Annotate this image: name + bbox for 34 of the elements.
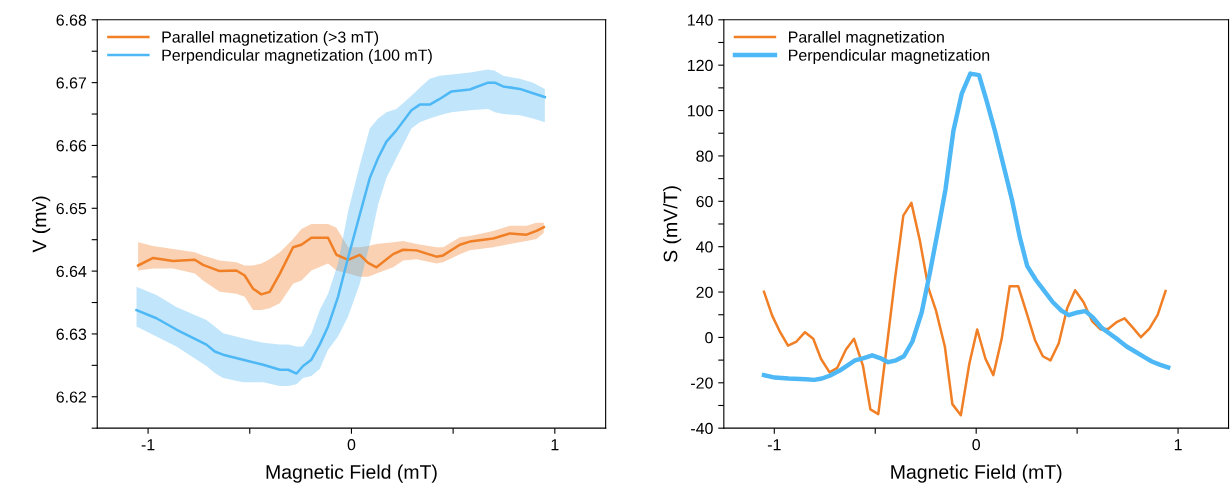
y-tick-label: 80 <box>696 150 713 162</box>
line-series <box>762 201 1167 417</box>
y-tick-label: 6.63 <box>56 328 87 340</box>
y-tick-label: 0 <box>705 332 713 344</box>
y-tick-label: 140 <box>687 14 713 26</box>
line-series <box>136 225 546 296</box>
y-tick-label: 6.68 <box>56 14 87 26</box>
x-tick-label: 0 <box>972 439 980 451</box>
line-series <box>761 71 1171 383</box>
legend-label: Parallel magnetization <box>789 30 944 46</box>
y-axis-title: V (mv) <box>32 196 51 253</box>
legend-label: Parallel magnetization (>3 mT) <box>162 30 379 46</box>
y-tick-label: -20 <box>691 377 713 389</box>
x-axis-title: Magnetic Field (mT) <box>891 464 1062 483</box>
y-tick-label: 6.62 <box>56 391 87 403</box>
y-axis-title: S (mV/T) <box>663 186 682 262</box>
x-tick-label: 1 <box>551 439 559 451</box>
y-tick-label: 100 <box>687 105 713 117</box>
y-tick-label: 120 <box>687 59 713 72</box>
x-tick-label: 1 <box>1174 439 1182 451</box>
x-tick-label: -1 <box>767 439 781 451</box>
x-tick-label: 0 <box>347 439 356 451</box>
legend-label: Perpendicular magnetization (100 mT) <box>162 49 432 64</box>
y-tick-label: 20 <box>696 286 713 298</box>
x-tick-label: -1 <box>141 439 155 451</box>
y-tick-label: 40 <box>696 241 713 253</box>
y-tick-label: 6.67 <box>56 77 87 89</box>
y-tick-label: 60 <box>696 195 713 208</box>
y-tick-label: 6.65 <box>56 202 87 215</box>
y-tick-label: 6.66 <box>56 140 87 152</box>
legend-label: Perpendicular magnetization <box>789 49 990 64</box>
y-tick-label: -40 <box>691 422 713 435</box>
y-tick-label: 6.64 <box>56 265 87 278</box>
x-axis-title: Magnetic Field (mT) <box>266 464 437 483</box>
